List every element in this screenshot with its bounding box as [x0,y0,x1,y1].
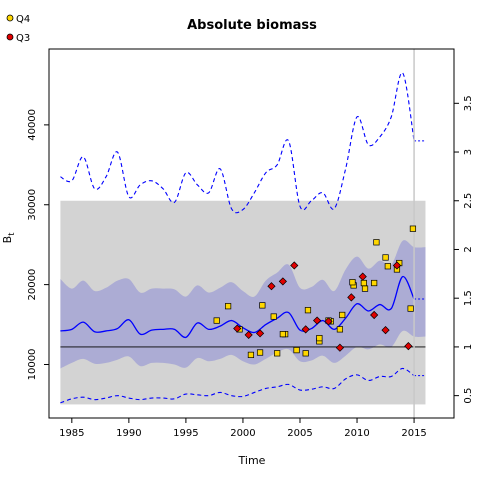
right-tick-label: 0.5 [463,388,474,404]
series-upper-line [60,72,415,214]
right-tick-label: 2 [463,246,474,252]
x-tick-label: 1995 [173,428,198,439]
q4-point [361,285,369,292]
q4-point [259,302,266,309]
right-tick-label: 2.5 [463,193,474,209]
q4-point [373,239,380,246]
right-tick-label: 3.5 [463,95,474,111]
x-tick-label: 1985 [59,428,84,439]
y-tick-label: 40000 [27,109,38,141]
q4-point [256,349,264,356]
q4-point [384,263,391,270]
q3-point [313,316,322,325]
q4-point [339,311,346,319]
q4-point [336,326,344,333]
x-tick-label: 2015 [401,428,426,439]
series-median-line [60,275,415,338]
y-tick-label: 20000 [27,269,38,301]
q4-point [407,305,414,312]
legend-marker-q3 [6,33,14,41]
q4-point [316,335,323,342]
right-tick-label: 1.5 [463,290,474,306]
q3-point [233,324,242,333]
q4-point [270,313,277,320]
q3-point [392,261,402,270]
y-tick-label: 30000 [27,189,38,221]
y-tick-label: 10000 [27,349,38,381]
x-tick-label: 2005 [287,428,312,439]
q3-point [324,317,333,326]
y-axis-label-subscript: t [7,233,16,236]
q4-point [304,307,312,314]
y-axis-label: Bt [1,233,16,244]
q4-point [279,331,286,338]
q3-point [301,325,310,334]
q4-point [371,279,378,287]
series-lower-line [60,367,415,404]
q4-point [360,279,367,287]
q4-point [302,350,309,357]
uncertainty-band [60,240,426,369]
q3-point [335,343,345,352]
right-tick-label: 1 [463,344,474,350]
x-axis-label: Time [238,454,266,467]
q4-point [274,350,281,357]
q4-point [293,347,300,354]
x-tick-label: 2000 [230,428,255,439]
q4-point [349,279,356,286]
q3-point [244,330,253,340]
chart-title: Absolute biomass [187,18,317,33]
q4-point [213,317,220,324]
q3-point [290,261,299,270]
legend-marker-q4 [6,14,14,22]
plot-frame [48,48,455,419]
q3-point [358,272,367,281]
y-axis-label-main: B [1,236,14,244]
q3-point [404,342,413,351]
q3-point [267,282,276,291]
right-tick-label: 3 [463,149,474,155]
q3-point [347,293,356,302]
q4-point [225,303,232,310]
q4-point [247,351,255,359]
q3-point [255,329,265,338]
x-tick-label: 2010 [344,428,369,439]
legend-label-q3: Q3 [16,33,30,44]
q4-point [382,254,389,261]
q4-point [409,225,417,232]
q3-point [381,326,390,335]
legend: Q4 Q3 [6,14,30,44]
legend-label-q4: Q4 [16,14,30,25]
q3-point [278,277,287,286]
x-tick-label: 1990 [116,428,141,439]
q3-point [370,310,379,320]
